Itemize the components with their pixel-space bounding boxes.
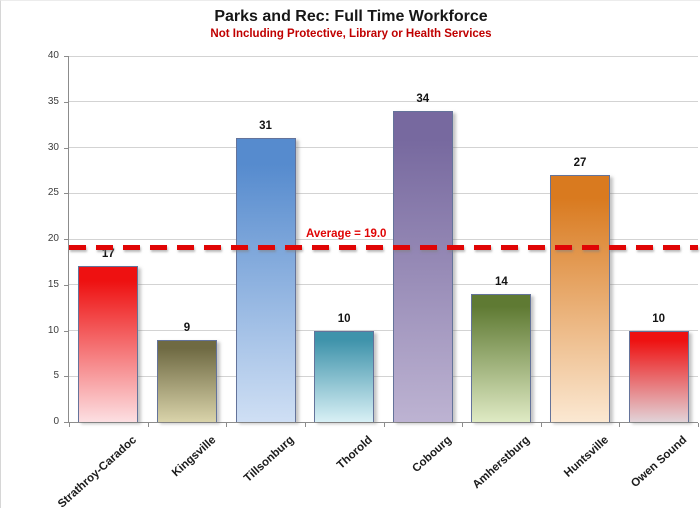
x-axis-line xyxy=(68,422,698,423)
y-axis-tick xyxy=(64,422,68,423)
gridline-30 xyxy=(69,147,698,148)
gridline-5 xyxy=(69,375,698,377)
x-axis-tick xyxy=(304,423,306,427)
bar-value-label-strathroy-caradoc: 17 xyxy=(101,248,115,261)
x-axis-tick xyxy=(462,423,464,427)
x-category-label-cobourg: Cobourg xyxy=(410,434,454,475)
y-axis-tick xyxy=(64,376,68,378)
x-category-label-strathroy-caradoc: Strathroy-Caradoc xyxy=(56,434,140,508)
y-axis-label-35: 35 xyxy=(47,95,59,107)
average-line-label: Average = 19.0 xyxy=(306,228,387,241)
bar-tillsonburg xyxy=(235,138,296,422)
bar-thorold xyxy=(314,330,375,422)
y-axis-label-40: 40 xyxy=(47,50,59,61)
bar-kingsville xyxy=(156,339,217,422)
x-category-label-tillsonburg: Tillsonburg xyxy=(242,434,297,485)
gridline-25 xyxy=(69,192,698,194)
x-axis-tick xyxy=(698,423,699,427)
gridline-15 xyxy=(69,284,698,286)
bar-owen-sound xyxy=(628,330,689,422)
plot-area: 17 Strathroy-Caradoc 9 Kingsville 31 Tillsonb… xyxy=(56,55,699,508)
y-axis-tick xyxy=(64,56,68,57)
bar-huntsville xyxy=(550,174,611,422)
gridline-20 xyxy=(69,238,698,240)
x-axis-tick xyxy=(226,423,228,427)
chart-header: Parks and Rec: Full Time Workforce Not I… xyxy=(1,7,700,42)
y-axis-label-5: 5 xyxy=(53,370,59,382)
x-category-label-owen-sound: Owen Sound xyxy=(629,434,690,490)
x-category-label-thorold: Thorold xyxy=(335,434,376,472)
x-axis-tick xyxy=(69,423,70,427)
x-axis-tick xyxy=(147,423,149,427)
y-axis-tick xyxy=(64,284,68,286)
y-axis-label-10: 10 xyxy=(47,324,59,336)
x-category-label-huntsville: Huntsville xyxy=(562,434,612,480)
gridline-10 xyxy=(69,330,698,331)
chart-subtitle: Not Including Protective, Library or Hea… xyxy=(210,28,492,40)
x-axis-tick xyxy=(540,423,542,427)
y-axis-label-20: 20 xyxy=(47,233,59,244)
gridline-40 xyxy=(69,55,698,57)
y-axis-tick xyxy=(64,101,68,103)
x-axis-tick xyxy=(619,423,621,427)
bar-value-label-amherstburg: 14 xyxy=(495,275,508,288)
chart-title: Parks and Rec: Full Time Workforce xyxy=(214,8,488,25)
bar-value-label-huntsville: 27 xyxy=(573,156,587,169)
x-category-label-amherstburg: Amherstburg xyxy=(470,434,533,492)
bar-strathroy-caradoc xyxy=(78,266,139,422)
gridline-35 xyxy=(69,101,698,103)
y-axis-tick xyxy=(64,239,68,240)
y-axis-tick xyxy=(64,147,68,149)
y-axis-label-25: 25 xyxy=(47,187,59,199)
bar-value-label-owen-sound: 10 xyxy=(652,312,666,325)
bar-cobourg xyxy=(392,110,453,422)
bar-value-label-cobourg: 34 xyxy=(416,92,430,105)
average-line xyxy=(69,245,698,251)
bar-amherstburg xyxy=(471,293,532,422)
y-axis-label-30: 30 xyxy=(47,141,59,153)
bar-value-label-tillsonburg: 31 xyxy=(259,120,272,133)
y-axis-label-15: 15 xyxy=(47,278,59,290)
y-axis-label-0: 0 xyxy=(53,416,59,427)
x-axis-tick xyxy=(383,423,385,427)
y-axis-tick xyxy=(64,330,68,332)
bar-value-label-thorold: 10 xyxy=(337,312,351,325)
y-axis-line xyxy=(68,56,69,423)
x-category-label-kingsville: Kingsville xyxy=(169,434,218,480)
bar-value-label-kingsville: 9 xyxy=(183,321,191,334)
y-axis-tick xyxy=(64,193,68,195)
